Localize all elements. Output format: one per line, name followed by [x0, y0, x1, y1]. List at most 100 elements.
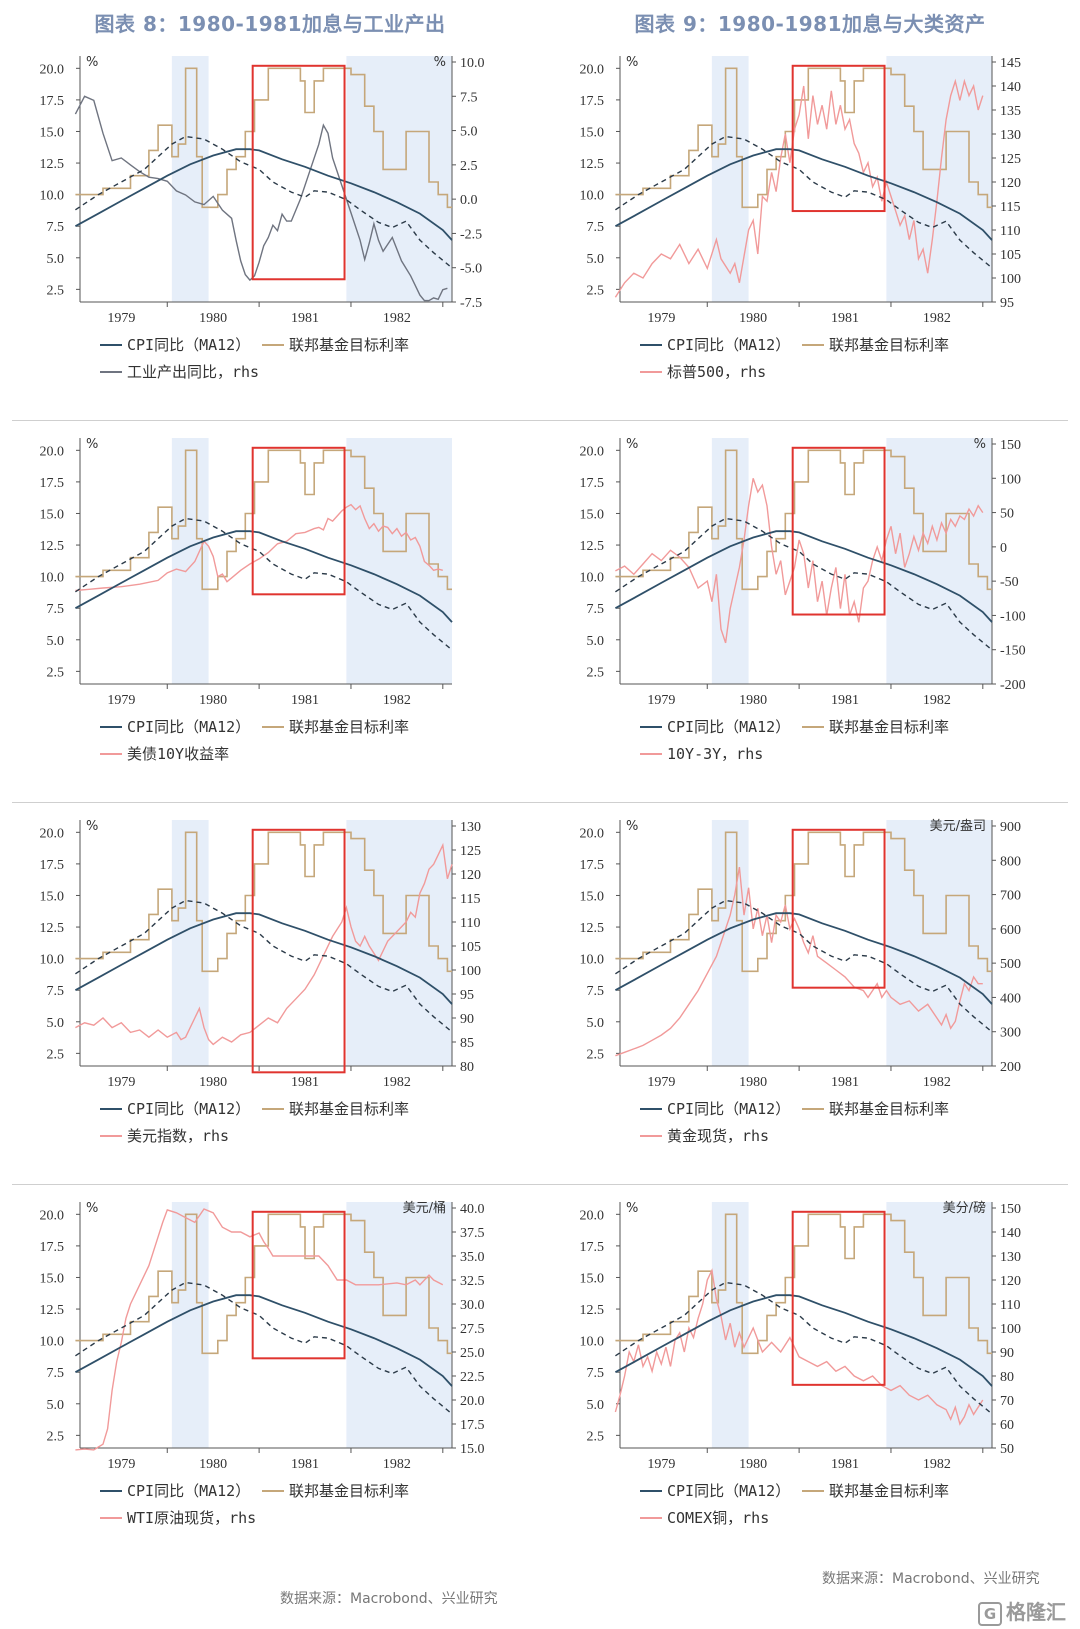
lhs-tick-label: 10.0 [40, 953, 65, 968]
rhs-tick-label: 50 [1000, 1442, 1014, 1457]
recession-shade-1 [346, 56, 452, 302]
lhs-tick-label: 20.0 [580, 826, 605, 841]
rhs-series-line [75, 503, 443, 592]
row-separator [12, 420, 1068, 421]
lhs-tick-label: 12.5 [40, 1303, 65, 1318]
cpi-dashed-line [75, 517, 453, 651]
rhs-tick-label: 105 [1000, 248, 1021, 263]
highlight-box [791, 64, 886, 213]
lhs-tick-label: 15.0 [580, 1271, 605, 1286]
rhs-series-line [615, 866, 983, 1057]
rhs-tick-label: 95 [460, 988, 474, 1003]
rhs-tick-label: 130 [1000, 1250, 1021, 1265]
legend-label-rhs: 黄金现货，rhs [667, 1127, 769, 1145]
lhs-unit-label: % [626, 437, 638, 452]
legend-label-cpi: CPI同比（MA12） [667, 718, 790, 736]
lhs-tick-label: 15.0 [580, 125, 605, 140]
highlight-box [791, 446, 886, 616]
fed-funds-rate-line [615, 449, 992, 591]
lhs-tick-label: 5.0 [47, 634, 65, 649]
rhs-tick-label: 120 [1000, 176, 1021, 191]
rhs-tick-label: 500 [1000, 957, 1021, 972]
rhs-tick-label: 60 [1000, 1418, 1014, 1433]
x-tick-label: 1979 [647, 693, 675, 708]
rhs-tick-label: 140 [1000, 80, 1021, 95]
rhs-unit-label: 美元/盎司 [930, 819, 986, 834]
legend-label-cpi: CPI同比（MA12） [667, 1482, 790, 1500]
cpi-ma12-line [74, 148, 453, 241]
legend-label-cpi: CPI同比（MA12） [127, 1482, 250, 1500]
x-tick-label: 1980 [739, 693, 767, 708]
cpi-dashed-line [615, 135, 993, 269]
x-tick-label: 1979 [647, 1457, 675, 1472]
lhs-unit-label: % [626, 55, 638, 70]
lhs-tick-label: 10.0 [580, 189, 605, 204]
highlight-box [251, 446, 346, 596]
x-tick-label: 1982 [383, 1457, 411, 1472]
lhs-tick-label: 17.5 [40, 94, 65, 109]
lhs-unit-label: % [86, 1201, 98, 1216]
rhs-tick-label: 110 [1000, 224, 1020, 239]
rhs-unit-label: % [434, 55, 446, 70]
x-tick-label: 1980 [199, 1075, 227, 1090]
rhs-tick-label: 135 [1000, 104, 1021, 119]
x-tick-label: 1980 [199, 311, 227, 326]
x-tick-label: 1980 [739, 311, 767, 326]
lhs-tick-label: 12.5 [40, 157, 65, 172]
lhs-tick-label: 12.5 [580, 1303, 605, 1318]
rhs-series-line [615, 478, 984, 644]
lhs-tick-label: 5.0 [587, 252, 605, 267]
recession-shade-1 [346, 438, 452, 684]
rhs-tick-label: 125 [460, 844, 481, 859]
chart-panel-copper: 20.0 17.5 15.0 12.5 10.0 7.5 5.0 2.5% 150 140 130 1… [540, 1186, 1080, 1569]
rhs-tick-label: 800 [1000, 854, 1021, 869]
legend-label-fed: 联邦基金目标利率 [829, 1100, 949, 1118]
rhs-tick-label: 105 [460, 940, 481, 955]
chart-panel-spread: 20.0 17.5 15.0 12.5 10.0 7.5 5.0 2.5% 150 100 50 0 -… [540, 422, 1080, 805]
legend-label-fed: 联邦基金目标利率 [829, 1482, 949, 1500]
rhs-tick-label: -2.5 [460, 227, 482, 242]
legend-label-fed: 联邦基金目标利率 [289, 336, 409, 354]
cpi-ma12-line [614, 1294, 993, 1387]
lhs-tick-label: 20.0 [580, 62, 605, 77]
cpi-ma12-line [74, 1294, 453, 1387]
lhs-tick-label: 2.5 [587, 283, 605, 298]
cpi-dashed-line [615, 1281, 993, 1415]
rhs-tick-label: 10.0 [460, 56, 485, 71]
recession-shade-0 [171, 1202, 209, 1448]
lhs-tick-label: 15.0 [40, 889, 65, 904]
legend-label-fed: 联邦基金目标利率 [829, 336, 949, 354]
rhs-tick-label: 600 [1000, 923, 1021, 938]
rhs-tick-label: 150 [1000, 1202, 1021, 1217]
fed-funds-rate-line [615, 831, 992, 973]
row-separator [12, 802, 1068, 803]
rhs-tick-label: 130 [1000, 128, 1021, 143]
rhs-tick-label: 115 [1000, 200, 1020, 215]
x-tick-label: 1979 [107, 1457, 135, 1472]
rhs-tick-label: 85 [460, 1036, 474, 1051]
x-tick-label: 1980 [199, 1457, 227, 1472]
chart-panel-wti: 20.0 17.5 15.0 12.5 10.0 7.5 5.0 2.5% 40.0 37.5 35… [0, 1186, 540, 1569]
cpi-dashed-line [75, 899, 453, 1033]
rhs-tick-label: -100 [1000, 609, 1026, 624]
cpi-ma12-line [74, 530, 453, 623]
recession-shade-0 [711, 820, 749, 1066]
rhs-tick-label: 100 [1000, 472, 1021, 487]
x-tick-label: 1981 [291, 1075, 319, 1090]
lhs-tick-label: 12.5 [40, 921, 65, 936]
chart-copper-svg: 20.0 17.5 15.0 12.5 10.0 7.5 5.0 2.5% 150 140 130 1… [580, 1200, 1022, 1527]
x-tick-label: 1981 [831, 311, 859, 326]
lhs-tick-label: 10.0 [40, 571, 65, 586]
cpi-ma12-line [614, 912, 993, 1005]
lhs-tick-label: 7.5 [47, 220, 65, 235]
fed-funds-rate-line [75, 1213, 452, 1355]
lhs-tick-label: 7.5 [47, 1366, 65, 1381]
rhs-tick-label: 7.5 [460, 90, 478, 105]
x-tick-label: 1982 [923, 1457, 951, 1472]
lhs-tick-label: 2.5 [47, 1429, 65, 1444]
rhs-tick-label: 150 [1000, 438, 1021, 453]
lhs-tick-label: 7.5 [47, 602, 65, 617]
legend-label-rhs: COMEX铜，rhs [667, 1509, 769, 1527]
rhs-tick-label: 15.0 [460, 1442, 485, 1457]
recession-shade-0 [711, 438, 749, 684]
